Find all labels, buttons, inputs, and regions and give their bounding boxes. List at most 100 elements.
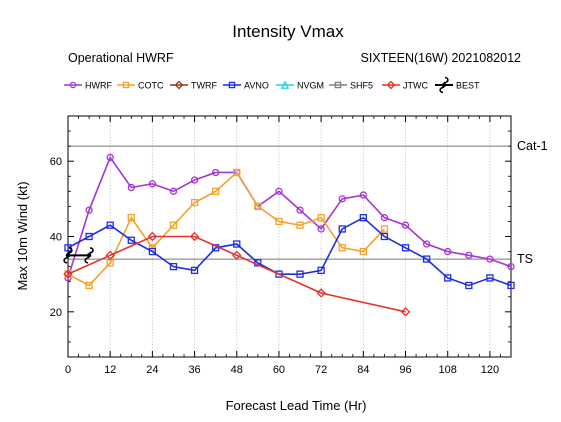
data-point-best-core (65, 253, 71, 258)
data-point-best-arm-bottom (63, 256, 69, 264)
data-point-jtwc (147, 231, 158, 242)
data-point-avno (338, 225, 346, 233)
data-point-hwrf (338, 195, 346, 203)
legend-marker-nvgm (280, 80, 290, 89)
data-point-cotc (85, 281, 93, 290)
legend-marker-cotc (122, 81, 130, 89)
data-point-hwrf (127, 183, 135, 192)
data-point-hwrf (296, 206, 304, 214)
series-best (63, 247, 94, 264)
data-point-avno (359, 214, 367, 222)
data-point-cotc (233, 168, 241, 177)
series-hwrf (64, 153, 515, 282)
data-point-hwrf (169, 187, 178, 195)
data-point-hwrf (106, 153, 114, 162)
series-line-hwrf (67, 155, 512, 279)
y-tick-label-40: 40 (50, 232, 62, 244)
legend-marker-avno (228, 81, 236, 89)
x-tick-label-60: 60 (273, 364, 285, 376)
data-point-best-core (86, 253, 92, 258)
legend-item-hwrf: HWRF (64, 81, 112, 91)
legend-label-best: BEST (456, 81, 480, 91)
data-point-avno (507, 281, 515, 290)
x-axis-label: Forecast Lead Time (Hr) (226, 398, 367, 413)
data-point-avno (422, 255, 431, 263)
series-jtwc (63, 231, 411, 317)
legend-marker-best-arm-bottom (439, 86, 445, 94)
data-point-avno (296, 270, 304, 278)
data-point-hwrf (212, 168, 220, 177)
legend-item-jtwc: JTWC (382, 81, 428, 91)
data-point-best-arm-top (67, 247, 73, 254)
legend-label-cotc: COTC (138, 81, 164, 91)
data-point-avno (465, 281, 473, 290)
data-point-avno (148, 247, 157, 256)
x-tick-label-48: 48 (231, 364, 243, 376)
legend-marker-best-core (441, 82, 447, 88)
data-point-jtwc (63, 269, 73, 279)
data-point-avno (85, 232, 93, 241)
x-tick-label-0: 0 (65, 364, 71, 376)
data-point-jtwc (105, 250, 115, 261)
legend-marker-hwrf (69, 81, 77, 89)
legend-marker-jtwc (386, 80, 396, 90)
data-point-avno (169, 262, 178, 271)
legend-marker-twrf (174, 80, 184, 90)
data-point-cotc (296, 221, 304, 229)
data-point-avno (233, 240, 241, 248)
series-avno (64, 214, 515, 290)
x-tick-label-84: 84 (357, 364, 369, 376)
plot-frame (67, 115, 512, 358)
data-point-hwrf (465, 251, 473, 259)
x-tick-label-120: 120 (481, 364, 499, 376)
data-point-avno (401, 244, 410, 252)
legend-label-twrf: TWRF (191, 81, 217, 91)
data-point-hwrf (317, 225, 325, 233)
ref-label-cat-1: Cat-1 (517, 139, 548, 153)
data-point-cotc (212, 187, 220, 195)
data-point-hwrf (275, 187, 283, 195)
data-point-hwrf (380, 214, 389, 222)
data-point-hwrf (85, 206, 93, 214)
data-point-cotc (127, 214, 135, 222)
legend-label-hwrf: HWRF (85, 81, 112, 91)
data-point-best (63, 247, 73, 264)
chart-subtitle-right: SIXTEEN(16W) 2021082012 (360, 51, 521, 65)
x-tick-label-96: 96 (399, 364, 411, 376)
data-point-cotc (317, 214, 325, 222)
data-point-avno (275, 270, 283, 278)
ref-label-ts: TS (517, 252, 533, 266)
data-point-cotc (254, 202, 262, 211)
series-line-jtwc (67, 235, 406, 313)
data-point-avno (190, 266, 199, 275)
data-point-hwrf (486, 255, 494, 263)
data-point-cotc (359, 247, 367, 256)
x-tick-label-72: 72 (315, 364, 327, 376)
data-point-best-arm-top (88, 247, 94, 254)
data-point-hwrf (359, 191, 367, 199)
data-point-jtwc (232, 250, 242, 261)
chart-subtitle-left: Operational HWRF (68, 51, 174, 65)
data-point-hwrf (190, 176, 199, 184)
data-point-cotc (169, 221, 178, 229)
data-point-cotc (275, 217, 283, 226)
data-point-hwrf (422, 240, 431, 248)
legend-label-nvgm: NVGM (297, 81, 324, 91)
y-axis-label: Max 10m Wind (kt) (15, 181, 30, 290)
data-point-jtwc (400, 307, 411, 317)
data-point-jtwc (189, 231, 200, 242)
data-point-hwrf (507, 262, 515, 271)
legend-label-shf5: SHF5 (350, 81, 373, 91)
data-point-avno (380, 232, 389, 241)
legend-label-avno: AVNO (244, 81, 269, 91)
legend-label-jtwc: JTWC (403, 81, 428, 91)
legend-item-twrf: TWRF (170, 81, 217, 91)
data-point-hwrf (444, 247, 452, 256)
legend-item-best: BEST (435, 76, 480, 94)
data-point-avno (486, 274, 494, 282)
data-point-cotc (380, 225, 389, 233)
data-point-hwrf (401, 221, 410, 229)
legend: HWRF COTC TWRF AVNO NVGM SHF5 JTWC BEST (64, 76, 480, 94)
data-point-avno (106, 221, 114, 229)
